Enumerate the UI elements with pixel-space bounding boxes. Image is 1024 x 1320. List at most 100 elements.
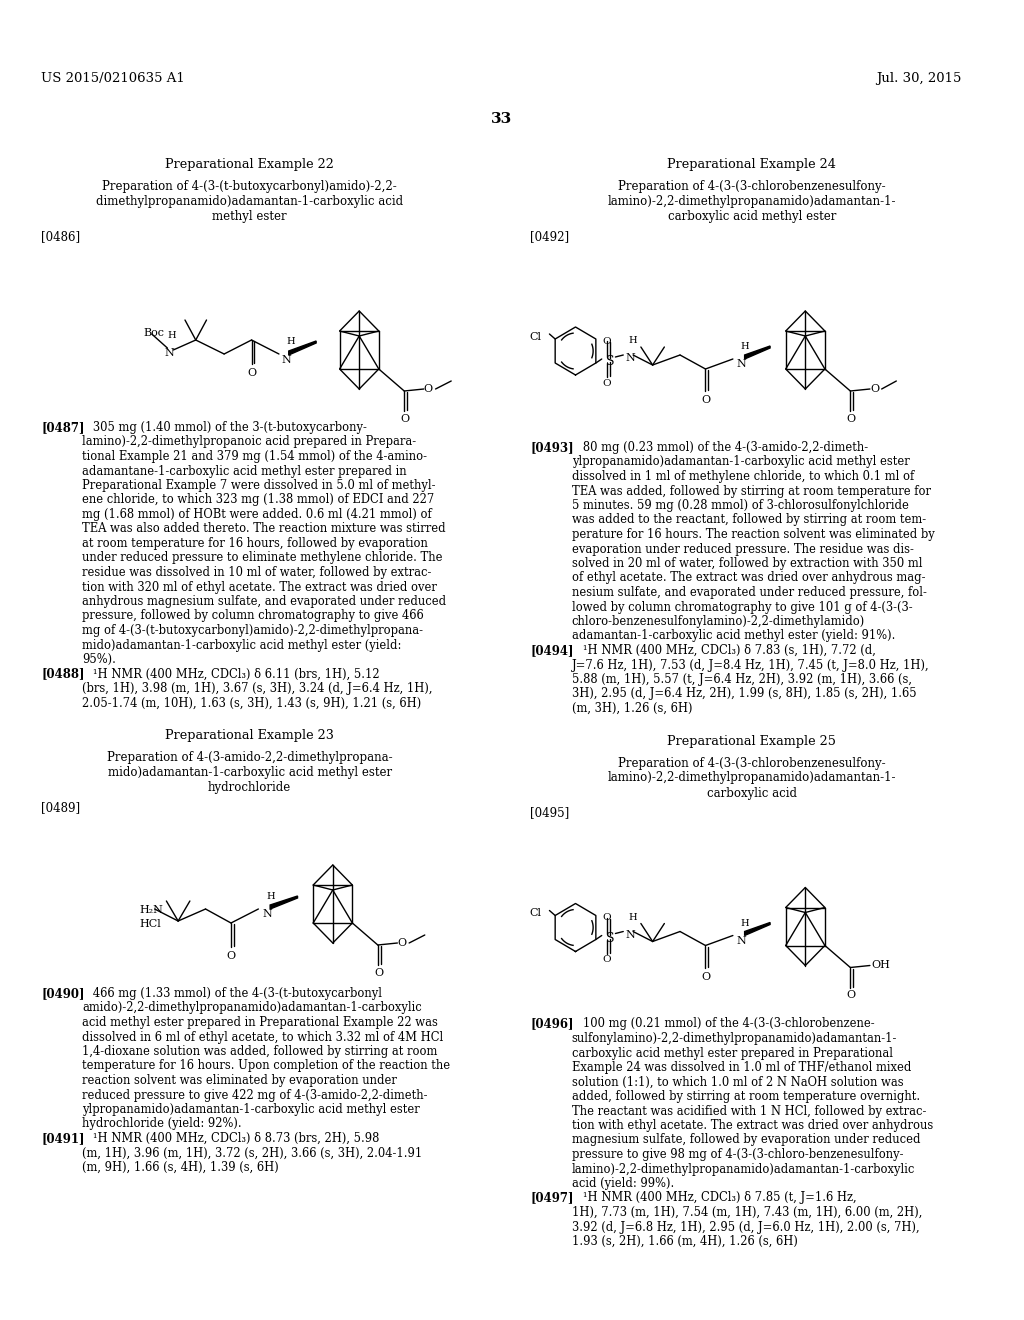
Text: perature for 16 hours. The reaction solvent was eliminated by: perature for 16 hours. The reaction solv… — [571, 528, 934, 541]
Text: tion with ethyl acetate. The extract was dried over anhydrous: tion with ethyl acetate. The extract was… — [571, 1119, 933, 1133]
Text: 5 minutes. 59 mg (0.28 mmol) of 3-chlorosulfonylchloride: 5 minutes. 59 mg (0.28 mmol) of 3-chloro… — [571, 499, 908, 512]
Text: Cl: Cl — [529, 908, 542, 919]
Text: reduced pressure to give 422 mg of 4-(3-amido-2,2-dimeth-: reduced pressure to give 422 mg of 4-(3-… — [82, 1089, 428, 1101]
Text: O: O — [424, 384, 433, 393]
Text: H: H — [628, 912, 637, 921]
Text: O: O — [602, 913, 611, 923]
Text: ylpropanamido)adamantan-1-carboxylic acid methyl ester: ylpropanamido)adamantan-1-carboxylic aci… — [82, 1104, 420, 1115]
Text: at room temperature for 16 hours, followed by evaporation: at room temperature for 16 hours, follow… — [82, 537, 428, 550]
Text: 1H), 7.73 (m, 1H), 7.54 (m, 1H), 7.43 (m, 1H), 6.00 (m, 2H),: 1H), 7.73 (m, 1H), 7.54 (m, 1H), 7.43 (m… — [571, 1206, 922, 1218]
Text: O: O — [226, 950, 236, 961]
Text: H: H — [167, 331, 176, 341]
Text: acid (yield: 99%).: acid (yield: 99%). — [571, 1177, 674, 1191]
Text: [0488]: [0488] — [41, 668, 85, 681]
Text: O: O — [700, 972, 710, 982]
Text: O: O — [602, 956, 611, 965]
Text: S: S — [605, 932, 614, 945]
Text: 305 mg (1.40 mmol) of the 3-(t-butoxycarbony-: 305 mg (1.40 mmol) of the 3-(t-butoxycar… — [82, 421, 367, 434]
Polygon shape — [289, 341, 316, 355]
Text: lamino)-2,2-dimethylpropanoic acid prepared in Prepara-: lamino)-2,2-dimethylpropanoic acid prepa… — [82, 436, 417, 449]
Text: S: S — [605, 355, 614, 368]
Text: adamantane-1-carboxylic acid methyl ester prepared in: adamantane-1-carboxylic acid methyl este… — [82, 465, 407, 478]
Text: N: N — [282, 355, 292, 366]
Text: O: O — [847, 414, 856, 424]
Text: HCl: HCl — [139, 919, 161, 929]
Text: chloro-benzenesulfonylamino)-2,2-dimethylamido): chloro-benzenesulfonylamino)-2,2-dimethy… — [571, 615, 865, 628]
Text: acid methyl ester prepared in Preparational Example 22 was: acid methyl ester prepared in Preparatio… — [82, 1016, 438, 1030]
Text: N: N — [737, 936, 746, 945]
Text: ¹H NMR (400 MHz, CDCl₃) δ 8.73 (brs, 2H), 5.98: ¹H NMR (400 MHz, CDCl₃) δ 8.73 (brs, 2H)… — [82, 1133, 380, 1144]
Text: H: H — [740, 919, 750, 928]
Text: N: N — [737, 359, 746, 370]
Text: 95%).: 95%). — [82, 653, 116, 667]
Text: O: O — [397, 939, 407, 948]
Text: carboxylic acid methyl ester prepared in Preparational: carboxylic acid methyl ester prepared in… — [571, 1047, 893, 1060]
Text: US 2015/0210635 A1: US 2015/0210635 A1 — [41, 73, 185, 84]
Text: dissolved in 1 ml of methylene chloride, to which 0.1 ml of: dissolved in 1 ml of methylene chloride,… — [571, 470, 913, 483]
Text: lamino)-2,2-dimethylpropanamido)adamantan-1-carboxylic: lamino)-2,2-dimethylpropanamido)adamanta… — [571, 1163, 915, 1176]
Text: H₂N: H₂N — [139, 906, 163, 915]
Text: ene chloride, to which 323 mg (1.38 mmol) of EDCI and 227: ene chloride, to which 323 mg (1.38 mmol… — [82, 494, 434, 507]
Text: Preparational Example 25: Preparational Example 25 — [668, 734, 837, 747]
Text: 3H), 2.95 (d, J=6.4 Hz, 2H), 1.99 (s, 8H), 1.85 (s, 2H), 1.65: 3H), 2.95 (d, J=6.4 Hz, 2H), 1.99 (s, 8H… — [571, 688, 916, 701]
Text: pressure to give 98 mg of 4-(3-(3-chloro-benzenesulfony-: pressure to give 98 mg of 4-(3-(3-chloro… — [571, 1148, 903, 1162]
Text: temperature for 16 hours. Upon completion of the reaction the: temperature for 16 hours. Upon completio… — [82, 1060, 451, 1072]
Text: solution (1:1), to which 1.0 ml of 2 N NaOH solution was: solution (1:1), to which 1.0 ml of 2 N N… — [571, 1076, 903, 1089]
Text: added, followed by stirring at room temperature overnight.: added, followed by stirring at room temp… — [571, 1090, 920, 1104]
Text: O: O — [374, 968, 383, 978]
Text: O: O — [847, 990, 856, 1001]
Text: 100 mg (0.21 mmol) of the 4-(3-(3-chlorobenzene-: 100 mg (0.21 mmol) of the 4-(3-(3-chloro… — [571, 1018, 874, 1031]
Text: H: H — [266, 892, 274, 902]
Text: anhydrous magnesium sulfate, and evaporated under reduced: anhydrous magnesium sulfate, and evapora… — [82, 595, 446, 609]
Text: ¹H NMR (400 MHz, CDCl₃) δ 6.11 (brs, 1H), 5.12: ¹H NMR (400 MHz, CDCl₃) δ 6.11 (brs, 1H)… — [82, 668, 380, 681]
Text: tional Example 21 and 379 mg (1.54 mmol) of the 4-amino-: tional Example 21 and 379 mg (1.54 mmol)… — [82, 450, 427, 463]
Text: OH: OH — [871, 961, 891, 970]
Text: Preparational Example 7 were dissolved in 5.0 ml of methyl-: Preparational Example 7 were dissolved i… — [82, 479, 436, 492]
Text: [0491]: [0491] — [41, 1133, 85, 1144]
Text: Preparation of 4-(3-(t-butoxycarbonyl)amido)-2,2-: Preparation of 4-(3-(t-butoxycarbonyl)am… — [102, 180, 397, 193]
Text: amido)-2,2-dimethylpropanamido)adamantan-1-carboxylic: amido)-2,2-dimethylpropanamido)adamantan… — [82, 1002, 422, 1015]
Text: H: H — [740, 342, 750, 351]
Text: of ethyl acetate. The extract was dried over anhydrous mag-: of ethyl acetate. The extract was dried … — [571, 572, 925, 585]
Text: Preparation of 4-(3-(3-chlorobenzenesulfony-: Preparation of 4-(3-(3-chlorobenzenesulf… — [617, 180, 886, 193]
Text: mido)adamantan-1-carboxylic acid methyl ester: mido)adamantan-1-carboxylic acid methyl … — [108, 766, 391, 779]
Text: H: H — [287, 337, 295, 346]
Text: Preparational Example 23: Preparational Example 23 — [165, 729, 334, 742]
Text: 33: 33 — [490, 112, 512, 125]
Text: ylpropanamido)adamantan-1-carboxylic acid methyl ester: ylpropanamido)adamantan-1-carboxylic aci… — [571, 455, 909, 469]
Text: carboxylic acid methyl ester: carboxylic acid methyl ester — [668, 210, 836, 223]
Text: (m, 9H), 1.66 (s, 4H), 1.39 (s, 6H): (m, 9H), 1.66 (s, 4H), 1.39 (s, 6H) — [82, 1162, 279, 1173]
Text: Preparation of 4-(3-amido-2,2-dimethylpropana-: Preparation of 4-(3-amido-2,2-dimethylpr… — [106, 751, 392, 764]
Text: hydrochloride (yield: 92%).: hydrochloride (yield: 92%). — [82, 1118, 242, 1130]
Text: sulfonylamino)-2,2-dimethylpropanamido)adamantan-1-: sulfonylamino)-2,2-dimethylpropanamido)a… — [571, 1032, 897, 1045]
Text: 3.92 (d, J=6.8 Hz, 1H), 2.95 (d, J=6.0 Hz, 1H), 2.00 (s, 7H),: 3.92 (d, J=6.8 Hz, 1H), 2.95 (d, J=6.0 H… — [571, 1221, 920, 1233]
Text: Preparational Example 22: Preparational Example 22 — [165, 158, 334, 172]
Text: O: O — [870, 384, 879, 393]
Polygon shape — [744, 346, 770, 359]
Text: N: N — [262, 909, 272, 919]
Text: [0497]: [0497] — [530, 1192, 574, 1204]
Text: adamantan-1-carboxylic acid methyl ester (yield: 91%).: adamantan-1-carboxylic acid methyl ester… — [571, 630, 895, 643]
Text: (m, 3H), 1.26 (s, 6H): (m, 3H), 1.26 (s, 6H) — [571, 702, 692, 715]
Text: The reactant was acidified with 1 N HCl, followed by extrac-: The reactant was acidified with 1 N HCl,… — [571, 1105, 926, 1118]
Text: O: O — [700, 395, 710, 405]
Text: [0492]: [0492] — [530, 230, 569, 243]
Text: lamino)-2,2-dimethylpropanamido)adamantan-1-: lamino)-2,2-dimethylpropanamido)adamanta… — [607, 771, 896, 784]
Text: lamino)-2,2-dimethylpropanamido)adamantan-1-: lamino)-2,2-dimethylpropanamido)adamanta… — [607, 195, 896, 209]
Text: 466 mg (1.33 mmol) of the 4-(3-(t-butoxycarbonyl: 466 mg (1.33 mmol) of the 4-(3-(t-butoxy… — [82, 987, 382, 1001]
Text: ¹H NMR (400 MHz, CDCl₃) δ 7.85 (t, J=1.6 Hz,: ¹H NMR (400 MHz, CDCl₃) δ 7.85 (t, J=1.6… — [571, 1192, 856, 1204]
Text: [0493]: [0493] — [530, 441, 574, 454]
Text: 1.93 (s, 2H), 1.66 (m, 4H), 1.26 (s, 6H): 1.93 (s, 2H), 1.66 (m, 4H), 1.26 (s, 6H) — [571, 1236, 798, 1247]
Text: hydrochloride: hydrochloride — [208, 781, 291, 795]
Text: Jul. 30, 2015: Jul. 30, 2015 — [876, 73, 962, 84]
Text: tion with 320 ml of ethyl acetate. The extract was dried over: tion with 320 ml of ethyl acetate. The e… — [82, 581, 437, 594]
Text: magnesium sulfate, followed by evaporation under reduced: magnesium sulfate, followed by evaporati… — [571, 1134, 921, 1147]
Text: [0486]: [0486] — [41, 230, 80, 243]
Text: [0490]: [0490] — [41, 987, 85, 1001]
Text: 1,4-dioxane solution was added, followed by stirring at room: 1,4-dioxane solution was added, followed… — [82, 1045, 437, 1059]
Text: Boc: Boc — [144, 327, 165, 338]
Text: N: N — [165, 348, 174, 358]
Text: Cl: Cl — [529, 333, 542, 342]
Text: Example 24 was dissolved in 1.0 ml of THF/ethanol mixed: Example 24 was dissolved in 1.0 ml of TH… — [571, 1061, 911, 1074]
Text: evaporation under reduced pressure. The residue was dis-: evaporation under reduced pressure. The … — [571, 543, 913, 556]
